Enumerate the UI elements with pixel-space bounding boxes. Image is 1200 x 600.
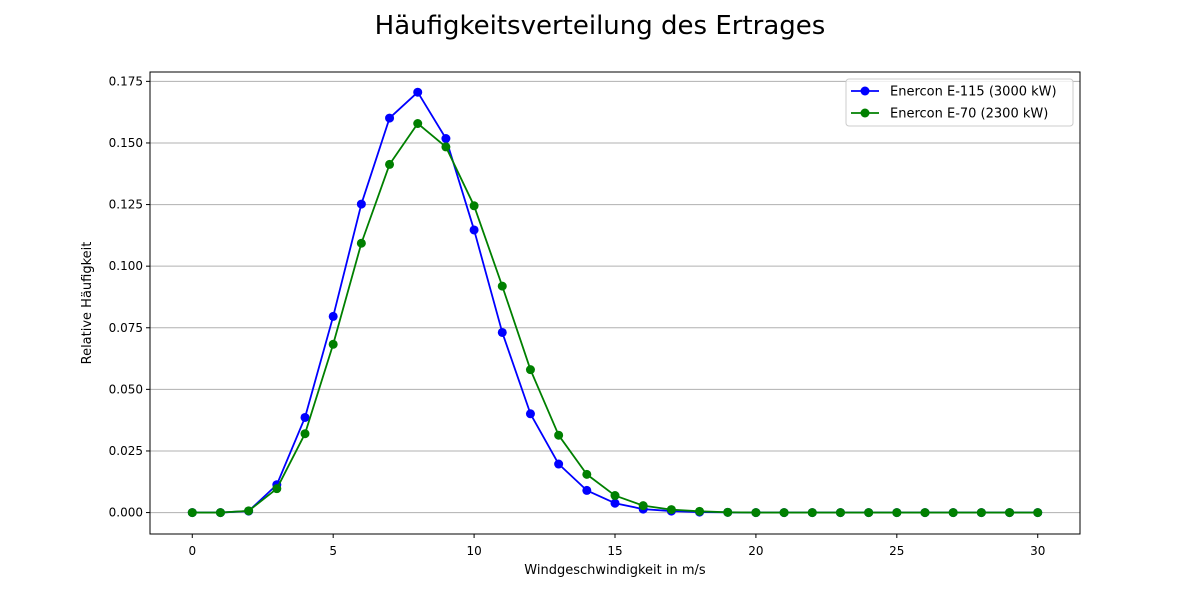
chart-title: Häufigkeitsverteilung des Ertrages	[375, 11, 826, 41]
data-point	[948, 508, 958, 518]
y-tick-label: 0.075	[109, 321, 143, 335]
data-point	[695, 506, 705, 516]
x-tick-label: 20	[748, 544, 763, 558]
data-point	[441, 142, 451, 152]
data-point	[779, 508, 789, 518]
data-point	[976, 508, 986, 518]
data-point	[751, 508, 761, 518]
data-point	[666, 505, 676, 515]
data-point	[187, 508, 197, 518]
y-axis-ticks: 0.000 0.025 0.050 0.075 0.100 0.125 0.150 0.175	[109, 74, 150, 520]
data-point	[469, 201, 479, 211]
x-axis-ticks: 0 5 10 15 20 25 30	[188, 534, 1045, 558]
data-point	[864, 508, 874, 518]
data-point	[525, 365, 535, 375]
data-point	[413, 87, 423, 97]
legend-label: Enercon E-70 (2300 kW)	[890, 107, 1048, 122]
data-point	[638, 501, 648, 511]
data-point	[272, 484, 282, 494]
series-line-2	[192, 122, 1038, 514]
data-point	[610, 498, 620, 508]
y-axis-label: Relative Häufigkeit	[80, 242, 95, 365]
data-point	[469, 225, 479, 235]
data-point	[1033, 508, 1043, 518]
x-tick-label: 25	[889, 544, 904, 558]
data-point	[300, 412, 310, 422]
x-tick-label: 5	[329, 544, 337, 558]
y-tick-label: 0.100	[109, 259, 143, 273]
legend-box	[845, 78, 1074, 127]
data-point	[497, 327, 507, 337]
data-point	[582, 485, 592, 495]
grid	[150, 80, 1080, 514]
data-point	[892, 508, 902, 518]
data-point	[723, 507, 733, 517]
data-point	[300, 429, 310, 439]
data-point	[215, 508, 225, 518]
data-point	[582, 469, 592, 479]
data-point	[497, 281, 507, 291]
legend-marker	[860, 108, 870, 118]
series-line-1	[192, 91, 1038, 514]
legend-marker	[860, 86, 870, 96]
y-tick-label: 0.050	[109, 382, 143, 396]
y-tick-label: 0.150	[109, 136, 143, 150]
y-tick-label: 0.000	[109, 506, 143, 520]
data-point	[554, 430, 564, 440]
data-point	[244, 506, 254, 516]
data-point	[356, 199, 366, 209]
x-axis-label: Windgeschwindigkeit in m/s	[524, 563, 706, 578]
data-point	[920, 508, 930, 518]
y-tick-label: 0.175	[109, 74, 143, 88]
x-tick-label: 30	[1030, 544, 1045, 558]
data-point	[356, 238, 366, 248]
data-point	[385, 113, 395, 123]
legend: Enercon E-115 (3000 kW) Enercon E-70 (230…	[845, 78, 1074, 127]
data-point	[610, 491, 620, 501]
series-layer	[187, 87, 1043, 518]
data-point	[835, 508, 845, 518]
x-tick-label: 15	[607, 544, 622, 558]
data-point	[413, 118, 423, 128]
data-point	[441, 134, 451, 144]
data-point	[525, 409, 535, 419]
legend-label: Enercon E-115 (3000 kW)	[890, 85, 1057, 100]
y-tick-label: 0.125	[109, 198, 143, 212]
data-point	[385, 159, 395, 169]
data-point	[807, 508, 817, 518]
y-tick-label: 0.025	[109, 444, 143, 458]
data-point	[328, 339, 338, 349]
x-tick-label: 10	[466, 544, 481, 558]
data-point	[554, 459, 564, 469]
x-tick-label: 0	[188, 544, 196, 558]
data-point	[328, 311, 338, 321]
data-point	[1005, 508, 1015, 518]
